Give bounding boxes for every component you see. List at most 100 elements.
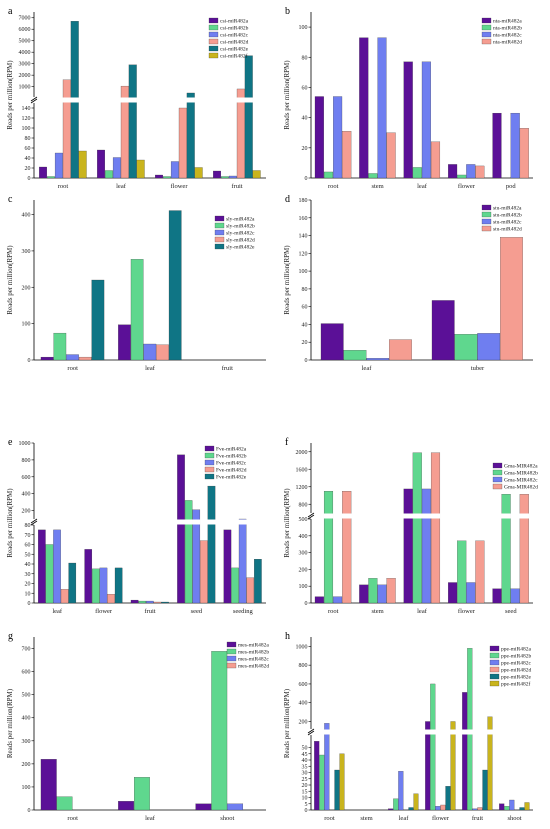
panel-label: d: [285, 194, 290, 205]
bar-f-0-3: [342, 491, 352, 604]
bar-break-gap: [176, 519, 186, 525]
bar-h-5-2: [509, 799, 515, 811]
x-category-label: flower: [458, 183, 476, 190]
legend-swatch: [492, 469, 503, 476]
axis-break-mark: [30, 96, 38, 102]
bar-e-0-3: [60, 589, 69, 604]
y-tick-label: 300: [299, 551, 308, 557]
bar-g-2-0: [195, 803, 212, 811]
bar-b-1-1: [368, 173, 378, 179]
y-tick-label: 200: [22, 762, 31, 768]
bar-c-1-3: [156, 344, 169, 361]
legend-label: stu-miR482a: [493, 206, 522, 212]
y-tick-label: 300: [22, 249, 31, 255]
legend-swatch: [204, 452, 215, 459]
y-axis-label: Reads per million(RPM): [283, 245, 291, 315]
chart-panel-c: c Reads per million(RPM) 0 100 200 300 400 root…: [6, 194, 266, 372]
bar-b-3-1: [457, 174, 467, 179]
y-tick-label: 0: [28, 601, 31, 607]
y-tick-label: 2000: [296, 450, 308, 456]
bar-e-1-0: [84, 549, 93, 604]
bar-d-0-1: [343, 350, 367, 361]
y-tick-label: 1000: [296, 644, 308, 650]
x-category-label: leaf: [417, 183, 428, 190]
legend-swatch: [489, 652, 500, 659]
bar-e-2-2: [146, 600, 154, 604]
bar-f-1-2: [377, 584, 387, 604]
y-tick-label: 5: [305, 802, 308, 808]
legend-label: Gma-MIR482b: [504, 471, 538, 477]
bar-b-3-2: [466, 164, 476, 179]
bar-f-4-3: [519, 494, 529, 604]
x-category-label: leaf: [417, 608, 428, 615]
bar-f-2-3: [430, 452, 441, 604]
bar-e-2-1: [138, 600, 147, 604]
x-category-label: seed: [191, 608, 203, 615]
y-tick-label: 35: [302, 764, 308, 770]
bar-g-2-1: [211, 651, 228, 811]
bar-a-2-4: [186, 92, 195, 179]
bar-f-4-0: [492, 588, 502, 604]
legend-swatch: [208, 31, 219, 38]
legend-label: sly-miR482a: [226, 217, 255, 223]
legend-swatch: [204, 459, 215, 466]
legend-swatch: [214, 215, 225, 222]
legend-label: mes-miR482a: [238, 643, 269, 649]
y-tick-label: 600: [22, 475, 31, 481]
legend-label: csi-miR482f: [220, 53, 248, 60]
legend-label: sly-miR482d: [226, 238, 255, 244]
bar-e-1-1: [92, 568, 100, 604]
bar-break-gap: [424, 729, 431, 735]
bar-h-0-1: [319, 754, 325, 811]
legend-swatch: [481, 218, 492, 225]
bar-f-1-1: [368, 578, 378, 604]
bar-b-2-0: [403, 61, 413, 179]
bar-f-1-0: [359, 584, 369, 604]
bar-e-4-1: [231, 567, 239, 604]
x-category-label: seed: [505, 608, 517, 615]
y-tick-label: 60: [302, 305, 308, 311]
bar-a-0-0: [39, 166, 47, 179]
bar-g-0-1: [56, 796, 73, 811]
bar-h-3-0: [425, 721, 431, 811]
bar-h-4-5: [487, 716, 493, 811]
bar-b-2-3: [430, 141, 441, 179]
bar-break-gap: [244, 97, 253, 103]
bar-c-0-0: [40, 356, 54, 361]
legend-label: nta-miR482a: [493, 19, 522, 25]
bar-b-3-0: [448, 164, 458, 179]
bar-f-0-1: [323, 491, 334, 604]
panel-label: c: [8, 194, 13, 205]
y-tick-label: 20: [302, 783, 308, 789]
bar-break-gap: [186, 97, 195, 103]
legend-swatch: [481, 38, 492, 45]
bar-e-3-1: [184, 500, 193, 604]
bar-f-0-2: [333, 596, 343, 604]
x-category-label: fruit: [144, 608, 155, 615]
panel-label: b: [285, 6, 290, 17]
bar-a-1-2: [112, 157, 121, 179]
bar-a-0-5: [78, 150, 87, 179]
x-category-label: flower: [458, 608, 476, 615]
x-category-label: leaf: [145, 365, 156, 372]
x-category-label: seeding: [233, 608, 254, 615]
bar-break-gap: [341, 513, 352, 519]
x-category-label: leaf: [399, 815, 410, 822]
y-tick-label: 500: [299, 517, 308, 523]
y-tick-label: 100: [22, 126, 31, 132]
legend-swatch: [214, 222, 225, 229]
y-tick-label: 800: [22, 458, 31, 464]
legend-swatch: [208, 17, 219, 24]
x-category-label: root: [324, 815, 335, 822]
legend-swatch: [489, 673, 500, 680]
legend-label: sly-miR482e: [226, 245, 255, 251]
y-tick-label: 30: [302, 771, 308, 777]
y-axis-label: Reads per million(RPM): [283, 60, 291, 130]
bar-break-gap: [236, 97, 246, 103]
bar-h-4-3: [477, 807, 483, 811]
bar-b-4-3: [519, 128, 529, 179]
y-tick-label: 10: [302, 796, 308, 802]
legend-swatch: [208, 45, 219, 52]
legend-label: csi-miR482d: [220, 40, 249, 46]
y-tick-label: 100: [299, 584, 308, 590]
